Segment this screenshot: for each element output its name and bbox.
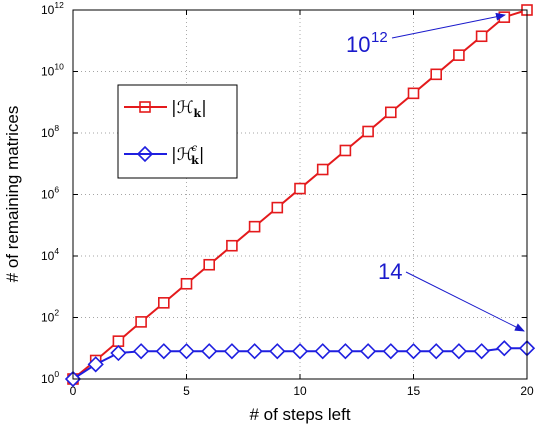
series-1-point <box>405 343 422 360</box>
plot-frame <box>72 9 528 380</box>
series-1-point <box>450 343 468 360</box>
series-0-point <box>430 68 443 81</box>
series-1-point <box>246 343 263 360</box>
series-0-point <box>407 87 420 100</box>
series-0-point <box>294 182 306 195</box>
series-0-point <box>271 201 284 214</box>
x-tick-label: 5 <box>183 384 190 398</box>
series-1-point <box>155 343 172 360</box>
annotation-1012-arrow <box>391 12 506 39</box>
legend-label-blue: |ℋϵ k| <box>171 143 205 167</box>
series-0-point <box>158 297 170 309</box>
series-0-point <box>112 335 125 347</box>
series-0-point <box>384 106 397 119</box>
legend-marker-blue <box>136 145 154 163</box>
legend-entry-red: |ℋk| <box>124 98 207 120</box>
x-tick-label: 15 <box>407 384 421 398</box>
annotation-1012-exponent: 12 <box>371 29 388 46</box>
annotation-14-text: 14 <box>378 259 402 284</box>
x-tick-label: 20 <box>520 384 534 398</box>
series-1-point <box>87 356 104 373</box>
series-1-point <box>178 343 195 360</box>
series-0-point <box>135 316 147 328</box>
legend: |ℋk| |ℋϵ k| <box>117 84 238 179</box>
series-1-point <box>132 343 150 360</box>
series-1-point <box>223 343 241 360</box>
y-tick-label: 106 <box>41 185 59 202</box>
series-0-point <box>226 239 238 252</box>
series-1-point <box>291 343 309 360</box>
series-0-point <box>362 125 374 138</box>
legend-box <box>117 84 238 179</box>
annotation-1012: 10 12 <box>346 12 506 57</box>
series-1-point <box>201 343 218 360</box>
y-tick-label: 102 <box>41 308 59 325</box>
y-tick-label: 1010 <box>41 62 64 79</box>
series-1-point <box>382 343 399 360</box>
series-0-point <box>453 49 465 61</box>
series-0-point <box>475 30 488 43</box>
annotation-1012-base: 10 <box>346 32 370 57</box>
series-0-point <box>180 277 193 290</box>
series-0-point <box>498 11 511 23</box>
series-0-point <box>203 258 215 271</box>
series-1-point <box>269 343 286 360</box>
series-0-point <box>248 220 261 233</box>
legend-label-red: |ℋk| <box>171 98 207 120</box>
y-tick-label: 104 <box>41 246 59 263</box>
series-1-point <box>428 343 445 360</box>
x-tick-label: 0 <box>70 384 77 398</box>
series-1-point <box>337 343 354 360</box>
grid <box>73 10 527 379</box>
series-1-point <box>473 343 490 360</box>
x-tick-label: 10 <box>293 384 307 398</box>
legend-entry-blue: |ℋϵ k| <box>124 143 205 167</box>
series-1-point <box>110 344 127 362</box>
series-0-point <box>316 163 329 176</box>
y-axis-label: # of remaining matrices <box>3 106 22 283</box>
y-tick-label: 1012 <box>41 0 64 17</box>
series-1-point <box>359 343 377 360</box>
series-layer <box>64 4 536 388</box>
y-tick-label: 108 <box>41 123 59 140</box>
legend-marker-red <box>139 101 151 113</box>
x-axis-label: # of steps left <box>249 405 350 424</box>
series-1-point <box>314 343 331 360</box>
series-0-point <box>339 144 352 157</box>
annotation-14: 14 <box>378 259 525 332</box>
series-1-point <box>496 340 513 357</box>
annotation-14-arrow <box>405 271 525 332</box>
y-tick-label: 100 <box>41 369 59 386</box>
